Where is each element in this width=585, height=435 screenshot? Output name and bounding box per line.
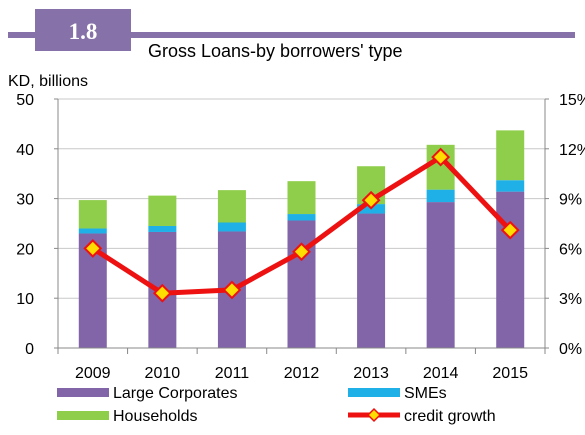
chart-title: Gross Loans-by borrowers' type [148, 41, 403, 61]
credit-growth-marker [431, 147, 451, 167]
credit-growth-marker [152, 283, 172, 303]
y2-tick-label: 15% [559, 92, 585, 109]
bar-households [287, 181, 316, 215]
y-tick-label: 30 [16, 192, 34, 209]
bar-large-corporates [287, 220, 316, 348]
axes [54, 98, 549, 354]
x-tick-label: 2014 [423, 365, 459, 382]
bar-smes [217, 222, 246, 232]
x-tick-label: 2012 [284, 365, 320, 382]
credit-growth-marker [500, 220, 520, 240]
legend-households-swatch [57, 411, 109, 420]
bar-households [496, 130, 525, 181]
legend-large-corporates-swatch [57, 388, 109, 397]
bar-large-corporates [357, 213, 386, 348]
y-tick-label: 0 [25, 341, 34, 358]
tick-labels: 0 0% 10 3% 20 6% 30 9% 40 12% 50 15% 2009 2010 2011 201… [16, 92, 585, 382]
bar-smes [287, 214, 316, 221]
header-rule-gap [35, 30, 131, 40]
y-tick-label: 20 [16, 241, 34, 258]
x-tick-label: 2011 [215, 365, 250, 382]
legend: Large Corporates SMEs Households credit gro… [57, 385, 496, 425]
x-tick-label: 2013 [353, 365, 389, 382]
bar-smes [148, 225, 177, 232]
bar-smes [78, 228, 107, 234]
bars [78, 130, 525, 348]
y-tick-label: 50 [16, 92, 34, 109]
x-tick-label: 2015 [492, 365, 528, 382]
credit-growth-line-group [83, 147, 520, 303]
bar-smes [426, 189, 455, 203]
bar-households [78, 200, 107, 229]
bar-households [148, 195, 177, 226]
figure-number: 1.8 [69, 19, 98, 44]
legend-large-corporates-label: Large Corporates [113, 385, 238, 402]
legend-credit-growth-label: credit growth [404, 408, 496, 425]
legend-households-label: Households [113, 408, 198, 425]
y-axis-label: KD, billions [8, 73, 88, 90]
y2-tick-label: 6% [559, 241, 582, 258]
bar-smes [496, 180, 525, 192]
credit-growth-marker [292, 242, 311, 262]
x-tick-label: 2010 [145, 365, 181, 382]
credit-growth-marker [222, 280, 242, 300]
credit-growth-marker [361, 190, 381, 210]
legend-smes-swatch [348, 388, 400, 397]
y2-tick-label: 0% [559, 341, 582, 358]
legend-credit-growth-marker [366, 407, 382, 423]
y-tick-label: 10 [16, 291, 34, 308]
bar-large-corporates [496, 191, 525, 348]
bar-large-corporates [426, 202, 455, 348]
y2-tick-label: 3% [559, 291, 582, 308]
legend-smes-label: SMEs [404, 385, 447, 402]
bar-households [217, 190, 246, 223]
y2-tick-label: 9% [559, 192, 582, 209]
credit-growth-marker [83, 238, 103, 258]
y-tick-label: 40 [16, 142, 34, 159]
x-tick-label: 2009 [75, 365, 111, 382]
y2-tick-label: 12% [559, 142, 585, 159]
